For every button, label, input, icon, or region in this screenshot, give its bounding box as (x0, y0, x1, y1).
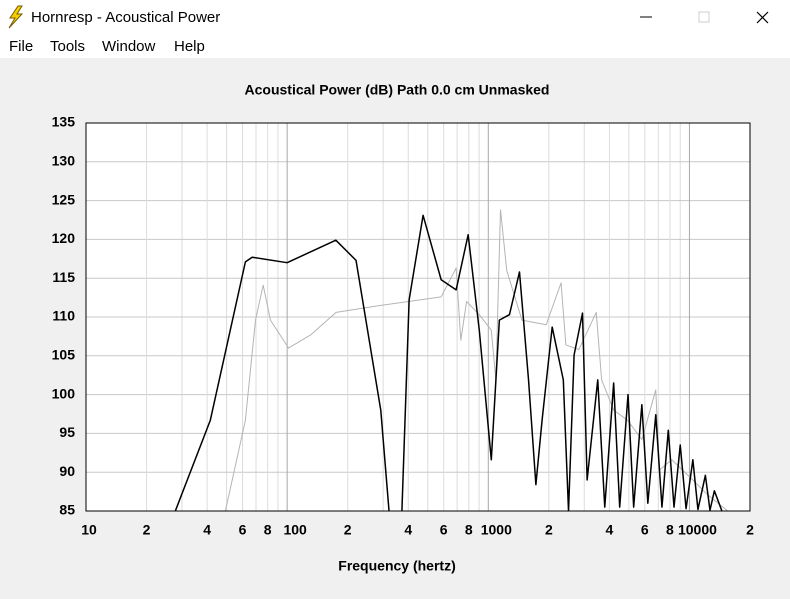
x-axis-label: Frequency (hertz) (338, 558, 455, 574)
y-tick-label: 120 (52, 230, 76, 246)
menu-item[interactable]: File (9, 38, 34, 55)
x-tick-label: 10 (81, 522, 97, 538)
x-tick-label: 1000 (481, 522, 512, 538)
line-series (174, 214, 723, 511)
y-tick-label: 100 (52, 385, 76, 401)
menu-item[interactable]: Help (174, 38, 205, 55)
y-tick-label: 110 (52, 308, 75, 324)
x-tick-label: 100 (283, 522, 307, 538)
y-tick-label: 95 (59, 424, 75, 440)
window-title: Hornresp - Acoustical Power (31, 9, 221, 26)
line-series (224, 209, 729, 511)
chart-title: Acoustical Power (dB) Path 0.0 cm Unmask… (245, 82, 550, 98)
x-tick-label: 4 (203, 522, 211, 538)
x-tick-label: 2 (746, 522, 754, 538)
x-tick-label: 4 (606, 522, 614, 538)
window-controls (640, 11, 769, 24)
title-bar: Hornresp - Acoustical Power (0, 0, 790, 34)
x-tick-label: 8 (666, 522, 674, 538)
app-icon (8, 5, 24, 29)
client-area: Acoustical Power (dB) Path 0.0 cm Unmask… (0, 58, 790, 599)
y-tick-label: 130 (52, 153, 76, 169)
y-tick-label: 105 (52, 347, 76, 363)
chart: Acoustical Power (dB) Path 0.0 cm Unmask… (52, 82, 754, 574)
y-tick-label: 90 (59, 463, 75, 479)
y-tick-label: 135 (52, 114, 76, 130)
y-tick-label: 115 (52, 269, 75, 285)
y-tick-label: 125 (52, 191, 76, 207)
x-tick-label: 6 (641, 522, 649, 538)
x-tick-label: 6 (440, 522, 448, 538)
x-tick-label: 2 (545, 522, 553, 538)
x-tick-label: 6 (239, 522, 247, 538)
menu-item[interactable]: Tools (50, 38, 86, 55)
menu-item[interactable]: Window (102, 38, 156, 55)
menu-bar: File Tools Window Help (0, 34, 790, 58)
maximize-button[interactable] (698, 11, 710, 23)
x-tick-label: 2 (344, 522, 352, 538)
x-tick-label: 2 (143, 522, 151, 538)
plot-frame (85, 122, 751, 512)
plot-lines (174, 209, 729, 511)
close-button[interactable] (756, 11, 769, 24)
x-tick-label: 8 (465, 522, 473, 538)
x-tick-label: 8 (264, 522, 272, 538)
y-tick-label: 85 (59, 502, 75, 518)
x-tick-label: 10000 (678, 522, 717, 538)
x-tick-label: 4 (404, 522, 412, 538)
